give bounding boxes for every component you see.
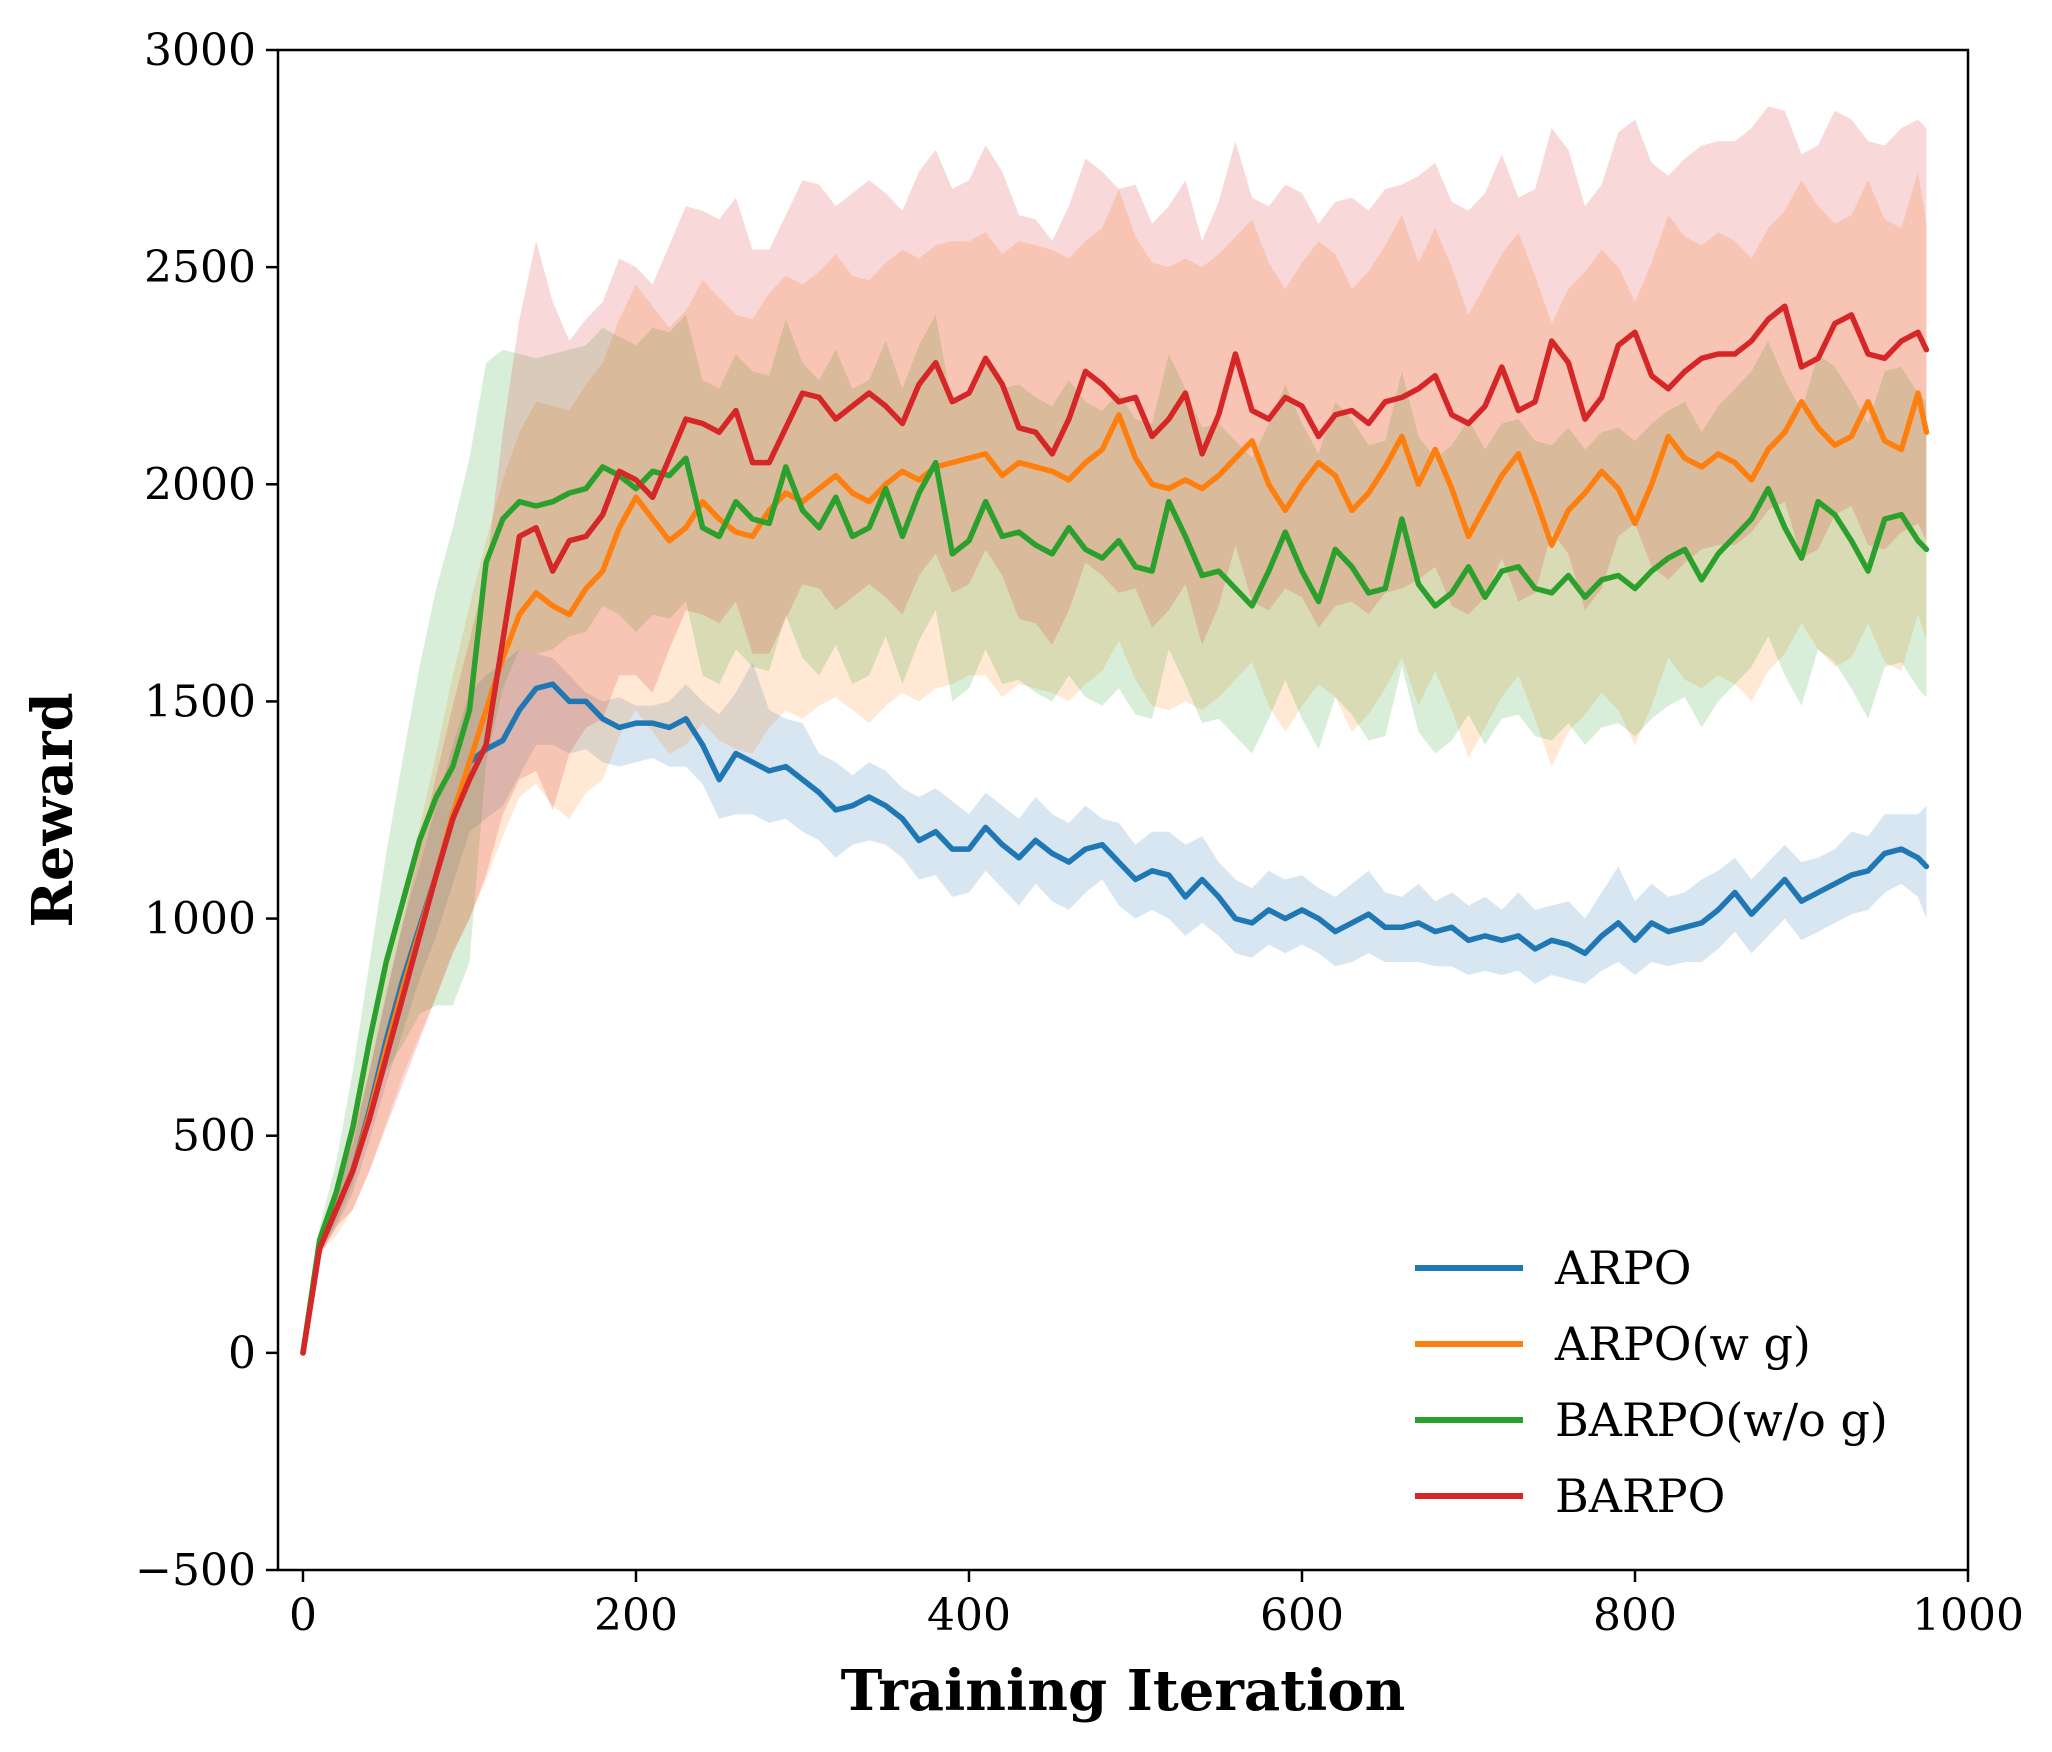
legend-label: BARPO (1555, 1469, 1725, 1523)
series-line-1 (300, 390, 1930, 1356)
series-line-3 (300, 303, 1930, 1356)
y-tick-label: 1500 (144, 676, 256, 727)
y-tick-label: 2000 (144, 459, 256, 510)
x-tick-label: 200 (594, 1590, 678, 1641)
x-tick-label: 800 (1593, 1590, 1677, 1641)
y-tick-label: 2500 (144, 242, 256, 293)
x-tick-label: 1000 (1912, 1590, 2024, 1641)
x-axis-title: Training Iteration (841, 1658, 1406, 1724)
legend-label: BARPO(w/o g) (1555, 1393, 1888, 1447)
y-tick-label: 1000 (144, 894, 256, 945)
series-lines (300, 303, 1930, 1356)
confidence-bands (303, 106, 1927, 1353)
y-axis-title: Reward (20, 692, 86, 927)
x-tick-label: 0 (289, 1590, 317, 1641)
plot-frame (276, 48, 1970, 1572)
y-tick-label: 500 (172, 1111, 256, 1162)
x-tick-label: 600 (1260, 1590, 1344, 1641)
legend-label: ARPO(w g) (1554, 1317, 1811, 1371)
legend-label: ARPO (1554, 1241, 1692, 1295)
x-tick-label: 400 (927, 1590, 1011, 1641)
confidence-band-2 (303, 314, 1927, 1353)
x-axis-ticks: 0 200 400 600 800 1000 (289, 1570, 2024, 1641)
confidence-band-3 (303, 106, 1927, 1353)
legend: ARPO ARPO(w g) BARPO(w/o g) BARPO (1415, 1241, 1888, 1523)
series-line-2 (300, 455, 1930, 1356)
y-tick-label: 3000 (144, 25, 256, 76)
y-tick-label: −500 (135, 1545, 256, 1596)
y-axis-ticks: −500 0 500 1000 1500 2000 2500 3000 (135, 25, 278, 1596)
series-line-0 (300, 681, 1930, 1356)
y-tick-label: 0 (228, 1328, 256, 1379)
